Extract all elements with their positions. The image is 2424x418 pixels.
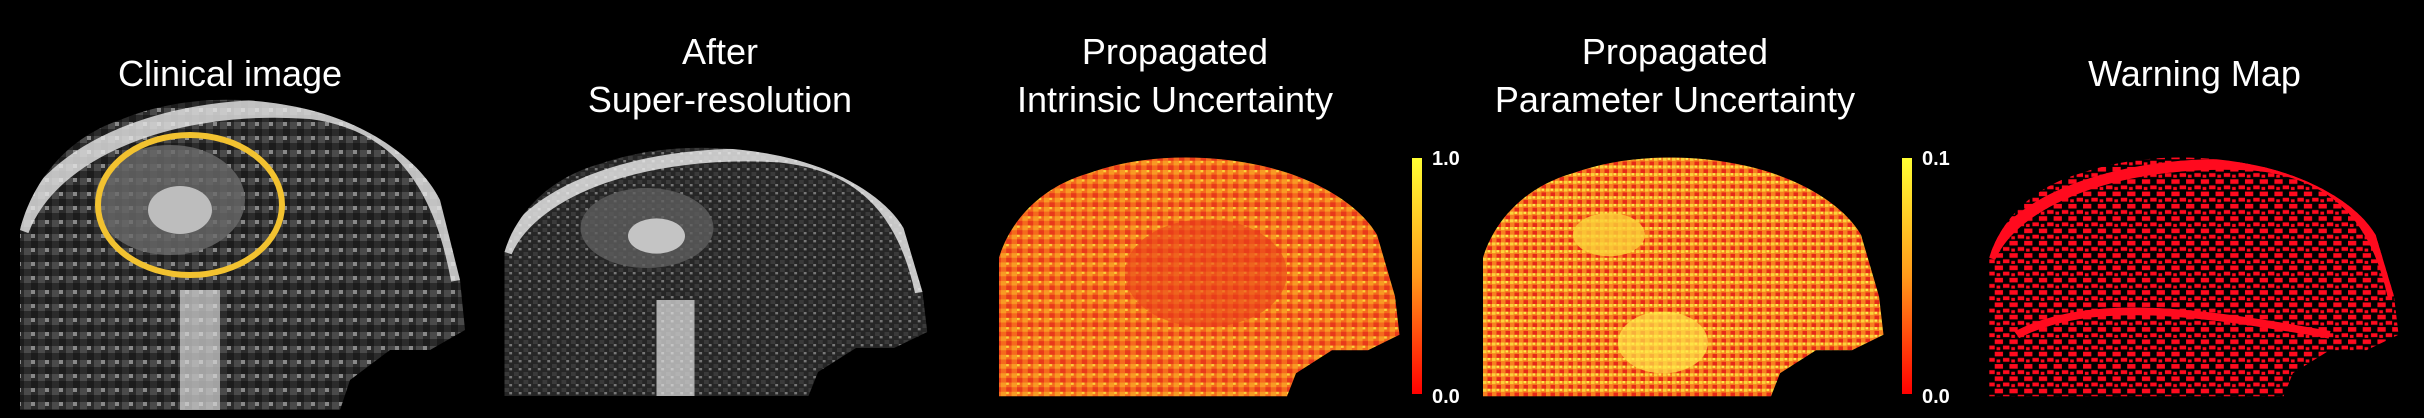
clinical-brain-image	[20, 99, 465, 410]
panel-title: Warning Map	[1965, 50, 2424, 98]
colorbar-max-label: 0.1	[1922, 148, 1950, 170]
colorbar-max-label: 1.0	[1432, 148, 1460, 170]
panel-title: Clinical image	[0, 50, 460, 98]
colorbar	[1412, 158, 1422, 394]
title-line: Parameter Uncertainty	[1494, 79, 1856, 120]
colorbar-min-label: 0.0	[1922, 386, 1950, 408]
panel-title: Propagated Intrinsic Uncertainty	[960, 28, 1390, 124]
panel-clinical-image: Clinical image	[0, 0, 465, 418]
warning-map-image	[1989, 157, 2399, 397]
intrinsic-uncertainty-heatmap	[999, 157, 1400, 397]
title-line: After	[681, 31, 759, 72]
panel-warning-map: Warning Map	[1965, 0, 2424, 418]
panel-title: Propagated Parameter Uncertainty	[1460, 28, 1890, 124]
super-resolution-brain-image	[504, 147, 928, 396]
parameter-uncertainty-heatmap	[1483, 157, 1884, 397]
highlight-ellipse	[95, 132, 285, 278]
title-line: Warning Map	[2088, 53, 2301, 94]
panel-super-resolution: After Super-resolution	[490, 0, 950, 418]
panel-parameter-uncertainty: Propagated Parameter Uncertainty 0.1 0.0	[1470, 0, 1950, 418]
panel-title: After Super-resolution	[490, 28, 950, 124]
colorbar-min-label: 0.0	[1432, 386, 1460, 408]
title-line: Super-resolution	[587, 79, 853, 120]
panel-intrinsic-uncertainty: Propagated Intrinsic Uncertainty 1.0 0.0	[980, 0, 1460, 418]
title-line: Clinical image	[117, 53, 343, 94]
colorbar	[1902, 158, 1912, 394]
title-line: Propagated	[1081, 31, 1269, 72]
title-line: Intrinsic Uncertainty	[1016, 79, 1334, 120]
title-line: Propagated	[1581, 31, 1769, 72]
